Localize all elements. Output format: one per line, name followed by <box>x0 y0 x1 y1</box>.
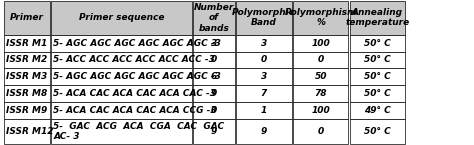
Bar <box>193 51 235 68</box>
Text: 3: 3 <box>261 39 267 48</box>
Bar <box>51 85 192 102</box>
Bar <box>4 102 50 119</box>
Text: 9: 9 <box>211 127 217 136</box>
Text: 5- ACC ACC ACC ACC ACC ACC -3: 5- ACC ACC ACC ACC ACC ACC -3 <box>53 55 215 64</box>
Text: 6: 6 <box>211 72 217 81</box>
Text: 49° C: 49° C <box>364 106 391 115</box>
Bar <box>4 35 50 51</box>
Text: ISSR M2: ISSR M2 <box>6 55 47 64</box>
Bar <box>193 119 235 144</box>
Bar <box>236 1 292 35</box>
Bar <box>236 119 292 144</box>
Text: 7: 7 <box>261 89 267 98</box>
Bar <box>51 1 192 35</box>
Bar <box>193 68 235 85</box>
Bar <box>350 35 405 51</box>
Bar <box>350 102 405 119</box>
Text: 0: 0 <box>318 55 324 64</box>
Bar <box>193 102 235 119</box>
Text: 0: 0 <box>211 55 217 64</box>
Text: 9: 9 <box>211 89 217 98</box>
Bar <box>4 68 50 85</box>
Text: Polymorphism
%: Polymorphism % <box>284 8 357 27</box>
Text: Number
of
bands: Number of bands <box>194 3 234 33</box>
Bar <box>4 85 50 102</box>
Bar <box>4 51 50 68</box>
Bar <box>350 119 405 144</box>
Text: 3: 3 <box>211 39 217 48</box>
Text: 3: 3 <box>261 72 267 81</box>
Bar <box>236 35 292 51</box>
Text: Primer sequence: Primer sequence <box>79 13 164 22</box>
Bar <box>51 35 192 51</box>
Text: ISSR M9: ISSR M9 <box>6 106 47 115</box>
Bar <box>350 51 405 68</box>
Text: 0: 0 <box>261 55 267 64</box>
Bar <box>293 51 348 68</box>
Text: 1: 1 <box>261 106 267 115</box>
Bar <box>350 68 405 85</box>
Bar <box>236 68 292 85</box>
Bar <box>293 68 348 85</box>
Text: 50° C: 50° C <box>364 89 391 98</box>
Text: ISSR M3: ISSR M3 <box>6 72 47 81</box>
Bar <box>51 119 192 144</box>
Text: Polymorphic
Band: Polymorphic Band <box>232 8 295 27</box>
Text: 5-  GAC  ACG  ACA  CGA  CAC  GAC
AC- 3: 5- GAC ACG ACA CGA CAC GAC AC- 3 <box>53 122 224 141</box>
Bar <box>236 51 292 68</box>
Bar <box>350 85 405 102</box>
Text: 78: 78 <box>314 89 327 98</box>
Bar <box>51 102 192 119</box>
Text: 5- ACA CAC ACA CAC ACA CCG -3: 5- ACA CAC ACA CAC ACA CCG -3 <box>53 106 217 115</box>
Bar <box>193 85 235 102</box>
Bar <box>293 102 348 119</box>
Text: 5- AGC AGC AGC AGC AGC AGC -3: 5- AGC AGC AGC AGC AGC AGC -3 <box>53 72 221 81</box>
Text: 9: 9 <box>261 127 267 136</box>
Bar <box>293 119 348 144</box>
Text: 50: 50 <box>314 72 327 81</box>
Text: ISSR M8: ISSR M8 <box>6 89 47 98</box>
Text: Primer: Primer <box>10 13 44 22</box>
Text: 5- AGC AGC AGC AGC AGC AGC -3: 5- AGC AGC AGC AGC AGC AGC -3 <box>53 39 221 48</box>
Bar <box>193 1 235 35</box>
Text: 100: 100 <box>311 39 330 48</box>
Bar <box>4 119 50 144</box>
Text: 5- ACA CAC ACA CAC ACA CAC -3: 5- ACA CAC ACA CAC ACA CAC -3 <box>53 89 216 98</box>
Bar <box>51 51 192 68</box>
Bar <box>4 1 50 35</box>
Text: 50° C: 50° C <box>364 72 391 81</box>
Text: 50° C: 50° C <box>364 39 391 48</box>
Bar <box>293 85 348 102</box>
Text: 0: 0 <box>211 106 217 115</box>
Bar <box>293 1 348 35</box>
Bar <box>236 85 292 102</box>
Text: 100: 100 <box>311 106 330 115</box>
Bar <box>293 35 348 51</box>
Text: Annealing
temperature: Annealing temperature <box>346 8 410 27</box>
Text: ISSR M1: ISSR M1 <box>6 39 47 48</box>
Text: ISSR M12: ISSR M12 <box>6 127 53 136</box>
Bar <box>350 1 405 35</box>
Text: 0: 0 <box>318 127 324 136</box>
Bar <box>193 35 235 51</box>
Text: 50° C: 50° C <box>364 127 391 136</box>
Bar <box>51 68 192 85</box>
Text: 50° C: 50° C <box>364 55 391 64</box>
Bar <box>236 102 292 119</box>
